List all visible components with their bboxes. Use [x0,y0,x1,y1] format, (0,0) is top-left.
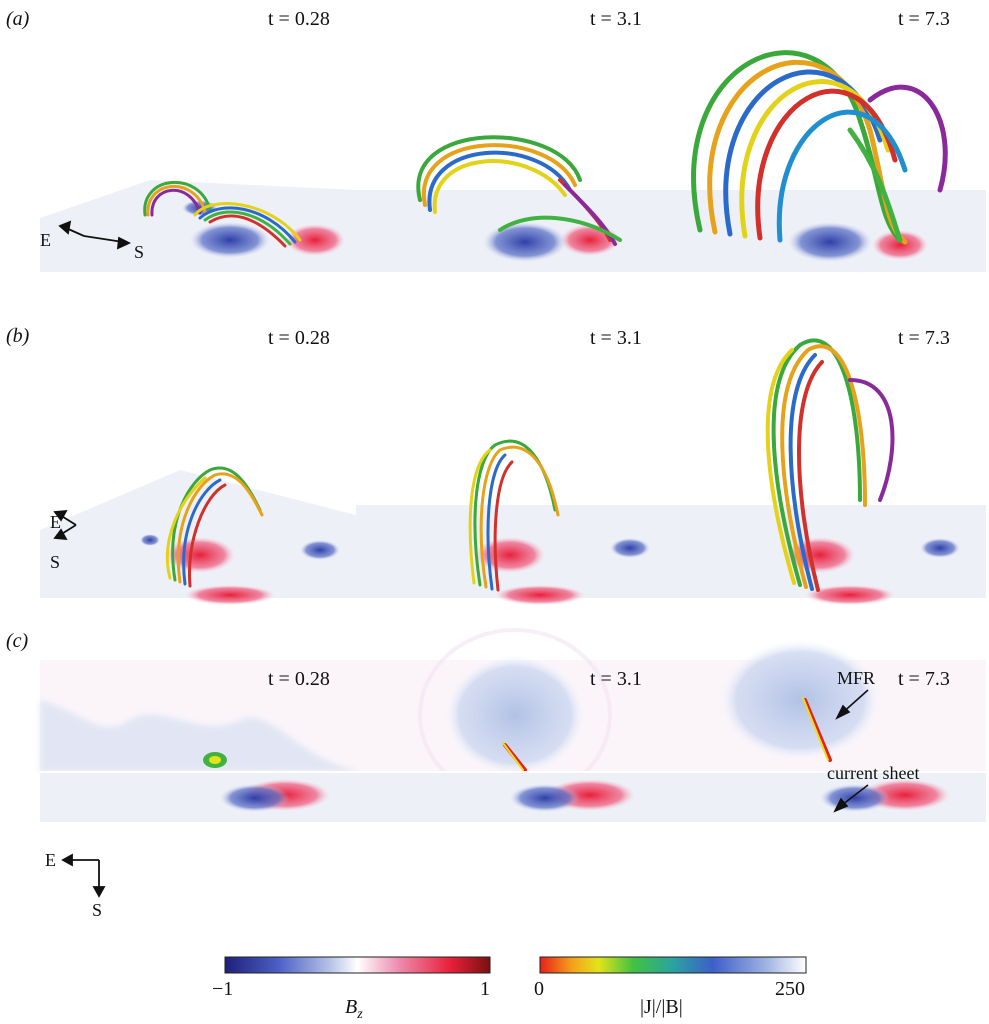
row-a-panels [40,50,986,272]
row-label-c: (c) [6,630,29,652]
time-label-a-1: t = 0.28 [268,8,330,30]
j-max-label: 250 [775,978,805,1000]
bz-min-label: −1 [212,978,234,1000]
east-label-c: E [45,850,56,870]
j-colorbar [539,956,807,974]
time-label-b-3: t = 7.3 [898,327,950,349]
time-label-a-2: t = 3.1 [590,8,642,30]
time-label-b-1: t = 0.28 [268,327,330,349]
row-label-a: (a) [6,8,30,30]
orientation-arrows [53,220,132,898]
j-min-label: 0 [534,978,544,1000]
time-label-b-2: t = 3.1 [590,327,642,349]
panel-c-1 [40,660,356,772]
bz-title: Bz [345,996,363,1022]
panel-b-3 [666,338,986,605]
time-label-c-2: t = 3.1 [590,668,642,690]
south-label-c: S [92,900,103,920]
bz-max-label: 1 [480,978,490,1000]
panel-a-1 [40,180,356,272]
panel-a-3 [666,50,986,272]
time-label-a-3: t = 7.3 [898,8,950,30]
panel-c-2 [356,628,666,802]
time-label-c-1: t = 0.28 [268,668,330,690]
annotation-arrows [833,689,869,813]
current-sheet-annotation: current sheet [827,763,920,783]
row-c-panels [40,628,986,822]
time-label-c-3: t = 7.3 [898,668,950,690]
south-label-b: S [50,552,61,572]
bz-colorbar [224,956,491,974]
j-title: |J|/|B| [640,996,683,1018]
east-label-a: E [40,230,51,250]
south-label-a: S [134,242,145,262]
panel-c-3 [666,640,986,772]
panel-b-2 [356,439,666,605]
row-label-b: (b) [6,325,30,347]
panel-b-1 [40,466,356,605]
mfr-annotation: MFR [837,668,876,688]
row-b-panels [40,338,986,605]
panel-a-2 [356,135,666,272]
east-label-b: E [50,512,61,532]
